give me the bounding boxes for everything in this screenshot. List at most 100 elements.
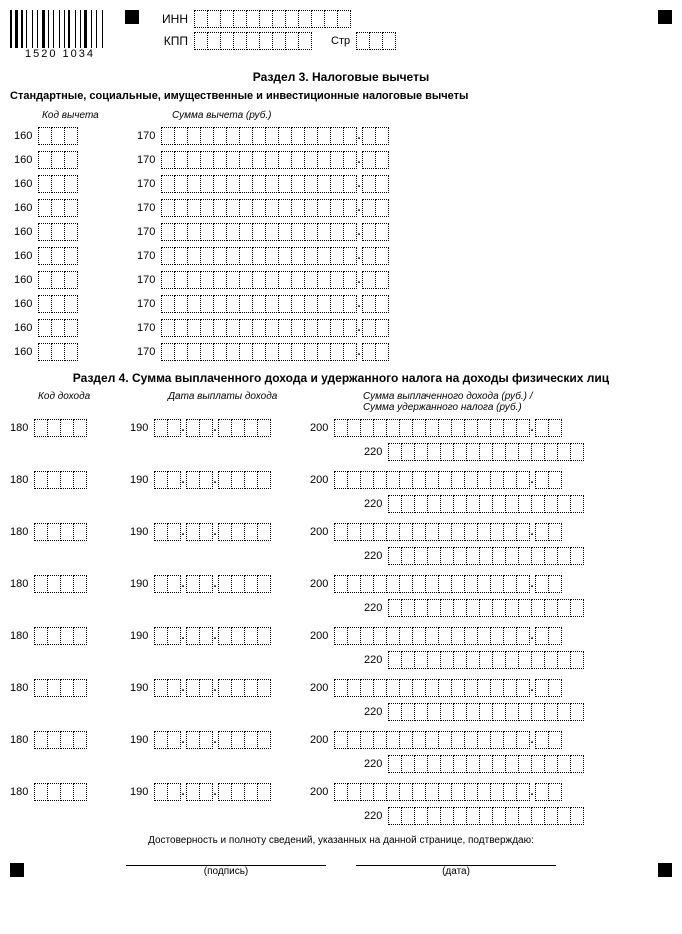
s4-block: 180190..200.220 — [10, 419, 672, 461]
deduction-sum-int-field[interactable] — [161, 175, 356, 193]
deduction-sum-dec-field[interactable] — [362, 127, 388, 145]
deduction-code-field[interactable] — [38, 151, 77, 169]
payment-date-part[interactable] — [154, 783, 180, 801]
deduction-sum-dec-field[interactable] — [362, 319, 388, 337]
deduction-sum-dec-field[interactable] — [362, 295, 388, 313]
withheld-sum-field[interactable] — [388, 651, 583, 669]
payment-date-part[interactable] — [186, 731, 212, 749]
deduction-code-field[interactable] — [38, 343, 77, 361]
paid-sum-int-field[interactable] — [334, 627, 529, 645]
deduction-code-field[interactable] — [38, 271, 77, 289]
deduction-code-field[interactable] — [38, 247, 77, 265]
paid-sum-dec-field[interactable] — [535, 523, 561, 541]
paid-sum-int-field[interactable] — [334, 783, 529, 801]
income-code-field[interactable] — [34, 627, 86, 645]
paid-sum-dec-field[interactable] — [535, 419, 561, 437]
withheld-sum-field[interactable] — [388, 443, 583, 461]
payment-date-part[interactable] — [186, 575, 212, 593]
deduction-sum-dec-field[interactable] — [362, 247, 388, 265]
paid-sum-int-field[interactable] — [334, 575, 529, 593]
payment-date-part[interactable] — [218, 679, 270, 697]
deduction-code-field[interactable] — [38, 319, 77, 337]
payment-date-part[interactable] — [186, 471, 212, 489]
deduction-sum-int-field[interactable] — [161, 127, 356, 145]
payment-date-part[interactable] — [218, 783, 270, 801]
income-code-field[interactable] — [34, 575, 86, 593]
kpp-field[interactable] — [194, 32, 311, 50]
payment-date-part[interactable] — [218, 523, 270, 541]
section3-subtitle: Стандартные, социальные, имущественные и… — [10, 90, 672, 102]
deduction-sum-int-field[interactable] — [161, 151, 356, 169]
income-code-field[interactable] — [34, 471, 86, 489]
payment-date-part[interactable] — [186, 419, 212, 437]
deduction-sum-dec-field[interactable] — [362, 271, 388, 289]
paid-sum-dec-field[interactable] — [535, 627, 561, 645]
payment-date-part[interactable] — [154, 575, 180, 593]
payment-date-part[interactable] — [186, 679, 212, 697]
withheld-sum-field[interactable] — [388, 599, 583, 617]
income-code-field[interactable] — [34, 731, 86, 749]
s3-left-label: 160 — [14, 226, 38, 238]
paid-sum-int-field[interactable] — [334, 471, 529, 489]
paid-sum-dec-field[interactable] — [535, 783, 561, 801]
payment-date-part[interactable] — [218, 731, 270, 749]
deduction-code-field[interactable] — [38, 127, 77, 145]
deduction-sum-int-field[interactable] — [161, 271, 356, 289]
deduction-sum-int-field[interactable] — [161, 223, 356, 241]
payment-date-part[interactable] — [218, 419, 270, 437]
deduction-sum-int-field[interactable] — [161, 295, 356, 313]
deduction-code-field[interactable] — [38, 223, 77, 241]
deduction-sum-int-field[interactable] — [161, 319, 356, 337]
s4-block: 180190..200.220 — [10, 575, 672, 617]
withheld-sum-field[interactable] — [388, 547, 583, 565]
payment-date-part[interactable] — [154, 679, 180, 697]
deduction-sum-dec-field[interactable] — [362, 343, 388, 361]
income-code-field[interactable] — [34, 523, 86, 541]
payment-date-part[interactable] — [154, 731, 180, 749]
barcode-number: 1520 1034 — [10, 48, 110, 60]
deduction-code-field[interactable] — [38, 199, 77, 217]
deduction-sum-int-field[interactable] — [161, 247, 356, 265]
deduction-code-field[interactable] — [38, 175, 77, 193]
paid-sum-int-field[interactable] — [334, 679, 529, 697]
deduction-sum-dec-field[interactable] — [362, 223, 388, 241]
payment-date-part[interactable] — [154, 627, 180, 645]
section3-title: Раздел 3. Налоговые вычеты — [10, 70, 672, 84]
withheld-sum-field[interactable] — [388, 807, 583, 825]
payment-date-part[interactable] — [186, 523, 212, 541]
paid-sum-dec-field[interactable] — [535, 471, 561, 489]
paid-sum-dec-field[interactable] — [535, 575, 561, 593]
payment-date-part[interactable] — [154, 419, 180, 437]
payment-date-part[interactable] — [218, 575, 270, 593]
s3-right-label: 170 — [137, 154, 161, 166]
income-code-field[interactable] — [34, 419, 86, 437]
deduction-sum-dec-field[interactable] — [362, 175, 388, 193]
deduction-code-field[interactable] — [38, 295, 77, 313]
paid-sum-int-field[interactable] — [334, 419, 529, 437]
deduction-sum-dec-field[interactable] — [362, 151, 388, 169]
signature-line[interactable] — [126, 852, 326, 866]
paid-sum-dec-field[interactable] — [535, 731, 561, 749]
paid-sum-dec-field[interactable] — [535, 679, 561, 697]
section4: Код дохода Дата выплаты дохода Сумма вып… — [10, 391, 672, 825]
payment-date-part[interactable] — [154, 471, 180, 489]
deduction-sum-int-field[interactable] — [161, 343, 356, 361]
paid-sum-int-field[interactable] — [334, 523, 529, 541]
payment-date-part[interactable] — [186, 783, 212, 801]
date-line[interactable] — [356, 852, 556, 866]
payment-date-part[interactable] — [154, 523, 180, 541]
withheld-sum-field[interactable] — [388, 755, 583, 773]
payment-date-part[interactable] — [218, 471, 270, 489]
withheld-sum-field[interactable] — [388, 495, 583, 513]
payment-date-part[interactable] — [218, 627, 270, 645]
paid-sum-int-field[interactable] — [334, 731, 529, 749]
deduction-sum-int-field[interactable] — [161, 199, 356, 217]
withheld-sum-field[interactable] — [388, 703, 583, 721]
deduction-sum-dec-field[interactable] — [362, 199, 388, 217]
inn-label: ИНН — [154, 12, 188, 26]
payment-date-part[interactable] — [186, 627, 212, 645]
income-code-field[interactable] — [34, 679, 86, 697]
page-field[interactable] — [356, 32, 395, 50]
income-code-field[interactable] — [34, 783, 86, 801]
inn-field[interactable] — [194, 10, 350, 28]
